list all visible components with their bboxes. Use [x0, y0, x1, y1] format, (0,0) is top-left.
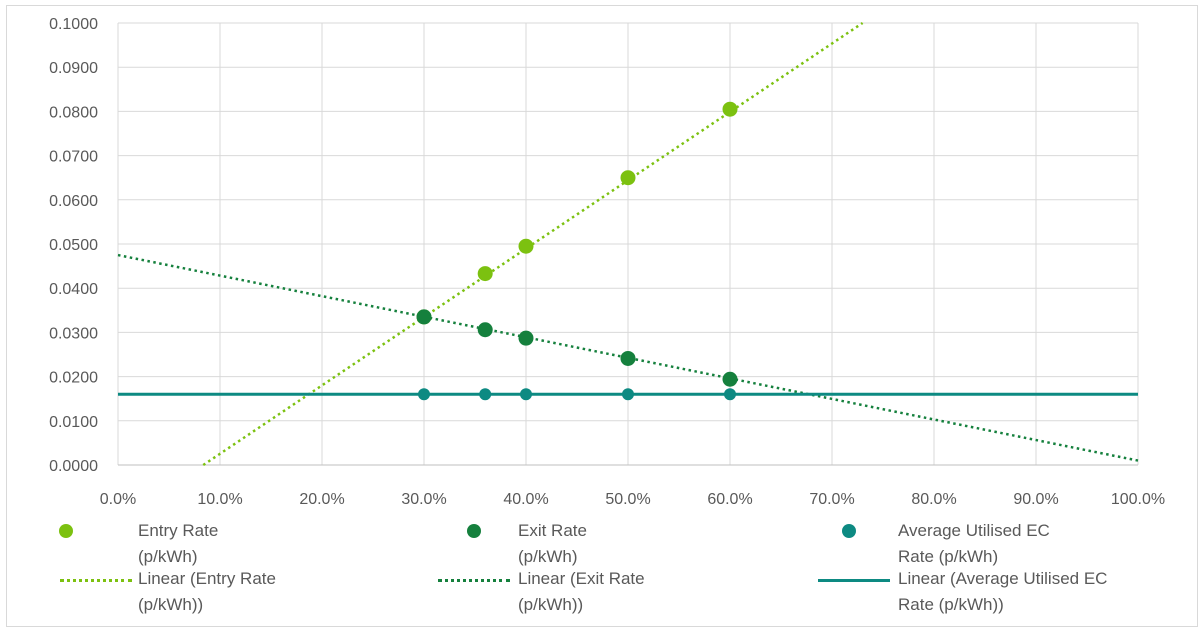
y-tick-label: 0.0100	[49, 414, 98, 431]
x-tick-label: 60.0%	[707, 491, 752, 508]
exit-rate-legend-marker	[467, 524, 481, 538]
x-tick-label: 80.0%	[911, 491, 956, 508]
linear-exit-legend-line	[438, 579, 510, 582]
y-tick-label: 0.0600	[49, 193, 98, 210]
y-axis-tick-labels: 0.0000 0.0100 0.0200 0.0300 0.0400 0.0500 0.06…	[49, 16, 98, 475]
entry-rate-legend-marker	[59, 524, 73, 538]
y-tick-label: 0.0400	[49, 281, 98, 298]
average-rate-point	[622, 388, 634, 401]
x-tick-label: 100.0%	[1111, 491, 1165, 508]
linear-entry-legend-line	[60, 579, 132, 582]
x-tick-label: 40.0%	[503, 491, 548, 508]
x-tick-label: 10.0%	[197, 491, 242, 508]
x-axis-tick-labels: 0.0% 10.0% 20.0% 30.0% 40.0% 50.0% 60.0% 70.0% 8…	[100, 491, 1165, 508]
y-tick-label: 0.0800	[49, 104, 98, 121]
average-rate-legend-marker	[842, 524, 856, 538]
legend-label: Average Utilised EC	[898, 521, 1050, 540]
legend-label: (p/kWh)	[518, 547, 578, 566]
x-tick-label: 20.0%	[299, 491, 344, 508]
y-tick-label: 0.0000	[49, 458, 98, 475]
y-tick-label: 0.0900	[49, 60, 98, 77]
entry-rate-point	[518, 238, 534, 254]
legend-label: (p/kWh))	[138, 595, 204, 614]
legend-label: Entry Rate	[138, 521, 219, 540]
linear-average-legend-line	[818, 579, 890, 582]
y-tick-label: 0.0200	[49, 370, 98, 387]
average-rate-point	[724, 388, 736, 401]
average-rate-point	[479, 388, 492, 401]
exit-rate-point	[518, 330, 534, 346]
y-tick-label: 0.0300	[49, 325, 98, 342]
entry-rate-point	[477, 266, 493, 282]
legend-label: (p/kWh)	[138, 547, 198, 566]
x-tick-label: 70.0%	[809, 491, 854, 508]
legend-label: Linear (Entry Rate	[138, 569, 276, 588]
entry-rate-point	[722, 101, 738, 117]
legend-label: Linear (Average Utilised EC	[898, 569, 1108, 588]
x-tick-label: 0.0%	[100, 491, 136, 508]
data-points	[416, 101, 738, 401]
exit-rate-point	[416, 309, 432, 325]
average-rate-point	[520, 388, 532, 401]
x-tick-label: 30.0%	[401, 491, 446, 508]
legend-label: Exit Rate	[518, 521, 587, 540]
y-tick-label: 0.0500	[49, 237, 98, 254]
legend-label: Rate (p/kWh)	[898, 547, 999, 566]
x-tick-label: 50.0%	[605, 491, 650, 508]
exit-rate-point	[722, 371, 738, 387]
x-tick-label: 90.0%	[1013, 491, 1058, 508]
y-tick-label: 0.0700	[49, 149, 98, 166]
legend-label: Linear (Exit Rate	[518, 569, 645, 588]
legend-label: (p/kWh))	[518, 595, 584, 614]
y-tick-label: 0.1000	[49, 16, 98, 33]
exit-rate-point	[477, 322, 493, 338]
entry-rate-point	[620, 170, 636, 186]
legend-label: Rate (p/kWh))	[898, 595, 1004, 614]
average-rate-point	[418, 388, 430, 401]
chart-frame	[6, 5, 1198, 627]
exit-rate-point	[620, 350, 636, 366]
